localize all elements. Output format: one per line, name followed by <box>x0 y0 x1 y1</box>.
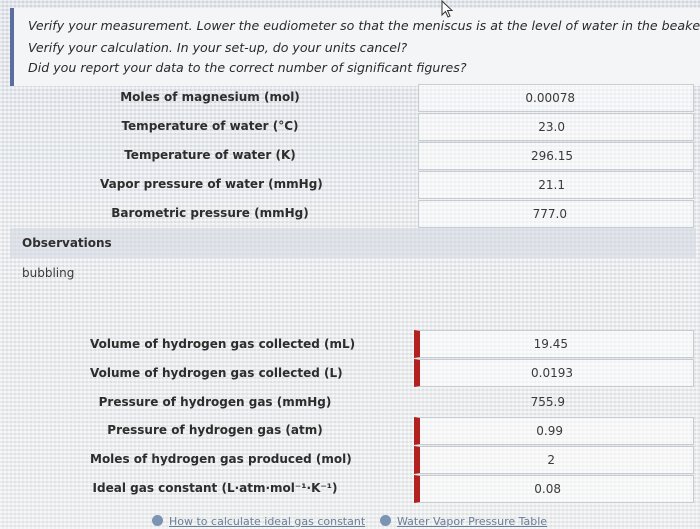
vapor-pressure-table-link[interactable]: Water Vapor Pressure Table <box>380 515 547 528</box>
gas-constant-field[interactable]: 0.08 <box>414 475 694 503</box>
feedback-line-3: Did you report your data to the correct … <box>28 60 467 75</box>
gas-constant-link[interactable]: How to calculate ideal gas constant <box>152 515 365 528</box>
field-value: 755.9 <box>530 395 565 409</box>
row-label: Vapor pressure of water (mmHg) <box>100 177 323 191</box>
row-label: Moles of hydrogen gas produced (mol) <box>90 452 352 466</box>
temperature-celsius-field[interactable]: 23.0 <box>418 113 694 141</box>
feedback-line-2: Verify your calculation. In your set-up,… <box>28 40 408 55</box>
volume-l-field[interactable]: 0.0193 <box>414 359 694 387</box>
field-value: 19.45 <box>533 337 568 351</box>
field-value: 0.99 <box>536 424 563 438</box>
moles-magnesium-field[interactable]: 0.00078 <box>418 84 694 112</box>
row-label: Volume of hydrogen gas collected (mL) <box>90 337 356 351</box>
pressure-atm-field[interactable]: 0.99 <box>414 417 694 445</box>
mouse-cursor-icon <box>441 0 454 18</box>
field-value: 0.0193 <box>531 366 573 380</box>
observations-heading: Observations <box>22 236 112 250</box>
volume-ml-field[interactable]: 19.45 <box>414 330 694 358</box>
arrow-circle-icon <box>152 515 163 526</box>
field-value: 21.1 <box>538 178 565 192</box>
row-label: Barometric pressure (mmHg) <box>111 206 309 220</box>
row-label: Pressure of hydrogen gas (mmHg) <box>98 395 332 409</box>
row-label: Volume of hydrogen gas collected (L) <box>90 366 343 380</box>
barometric-pressure-field[interactable]: 777.0 <box>418 200 694 228</box>
feedback-box: Verify your measurement. Lower the eudio… <box>10 8 700 86</box>
field-value: 0.08 <box>534 482 561 496</box>
field-value: 0.00078 <box>525 91 575 105</box>
row-label: Temperature of water (°C) <box>121 119 299 133</box>
row-label: Ideal gas constant (L·atm·mol⁻¹·K⁻¹) <box>92 481 338 495</box>
row-label: Moles of magnesium (mol) <box>120 90 300 104</box>
row-label: Pressure of hydrogen gas (atm) <box>107 423 323 437</box>
moles-hydrogen-field[interactable]: 2 <box>414 446 694 474</box>
pressure-mmhg-field[interactable]: 755.9 <box>414 388 694 416</box>
field-value: 2 <box>547 453 555 467</box>
vapor-pressure-field[interactable]: 21.1 <box>418 171 694 199</box>
field-value: 777.0 <box>532 207 567 221</box>
arrow-circle-icon <box>380 515 391 526</box>
field-value: 23.0 <box>538 120 565 134</box>
observations-text[interactable]: bubbling <box>22 266 75 280</box>
link-label: Water Vapor Pressure Table <box>397 515 548 528</box>
feedback-line-1: Verify your measurement. Lower the eudio… <box>28 18 700 33</box>
field-value: 296.15 <box>531 149 573 163</box>
link-label: How to calculate ideal gas constant <box>169 515 366 528</box>
temperature-kelvin-field[interactable]: 296.15 <box>418 142 694 170</box>
row-label: Temperature of water (K) <box>124 148 296 162</box>
observations-header-bar <box>10 228 696 258</box>
